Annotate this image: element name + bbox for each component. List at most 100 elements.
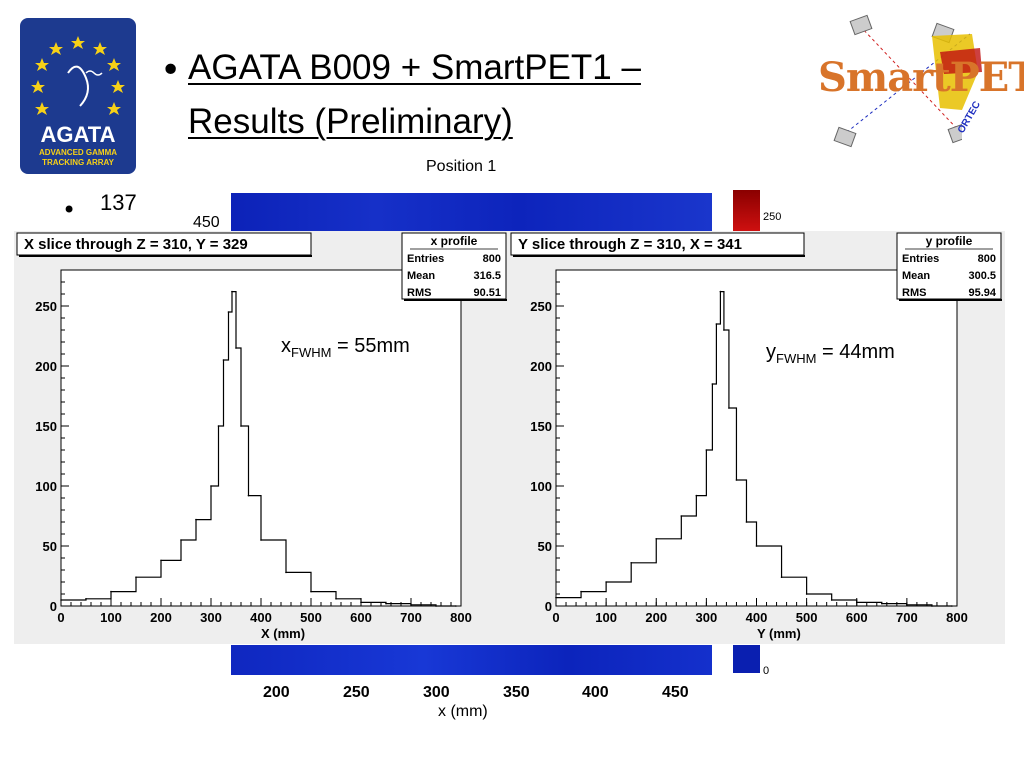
data-point (60, 599, 62, 601)
y-tick-label: 100 (35, 479, 57, 494)
data-point (805, 593, 808, 595)
data-point (951, 605, 953, 607)
data-point (705, 449, 708, 451)
stats-title: x profile (431, 234, 478, 248)
agata-logo-sub2: TRACKING ARRAY (42, 158, 114, 167)
histogram-title: X slice through Z = 310, Y = 329 (24, 236, 248, 253)
plot-area (555, 269, 958, 607)
smartpet-logo: SmartPET ORTEC (812, 12, 1024, 152)
x-tick-label: 500 (796, 610, 818, 625)
data-point (723, 329, 725, 331)
x-slice-chart: 0 50 100 150 200 250 0 100 200 300 400 500 600 700 800… (16, 232, 507, 641)
data-point (906, 604, 908, 606)
y-tick-label: 150 (530, 419, 552, 434)
data-point (222, 359, 225, 361)
x-tick-label: 300 (200, 610, 222, 625)
x-tick-label: 600 (350, 610, 372, 625)
data-point (455, 605, 457, 607)
y-tick-label: 150 (35, 419, 57, 434)
heatmap-x-tick: 200 (263, 684, 290, 701)
histogram-title: Y slice through Z = 310, X = 341 (518, 236, 742, 253)
data-point (240, 425, 242, 427)
y-tick-label: 0 (50, 599, 57, 614)
heatmap-caption: Position 1 (426, 158, 497, 175)
data-point (655, 538, 658, 540)
data-point (335, 598, 337, 600)
heatmap-x-tick: 250 (343, 684, 370, 701)
y-slice-panel: 0 50 100 150 200 250 0 100 200 300 400 500 600 700 800… (508, 231, 1005, 644)
x-tick-label: 0 (552, 610, 559, 625)
data-point (605, 581, 607, 583)
y-tick-label: 50 (538, 539, 552, 554)
data-point (385, 602, 387, 605)
x-tick-label: 700 (400, 610, 422, 625)
x-tick-label: 200 (150, 610, 172, 625)
bullet2-text: 137 (100, 190, 137, 215)
heatmap-y-tick: 450 (193, 214, 220, 231)
data-point (735, 479, 738, 481)
x-fwhm-main: x (281, 335, 291, 357)
x-tick-label: 800 (946, 610, 968, 625)
x-fwhm-label: xFWHM = 55mm (281, 335, 410, 360)
heatmap-x-tick: 350 (503, 684, 530, 701)
x-tick-label: 700 (896, 610, 918, 625)
y-slice-chart: 0 50 100 150 200 250 0 100 200 300 400 500 600 700 800… (510, 232, 1002, 641)
data-point (195, 518, 197, 521)
x-axis-label: Y (mm) (757, 626, 801, 641)
data-point (310, 590, 312, 593)
stats-value: 95.94 (968, 287, 996, 299)
y-tick-label: 250 (530, 299, 552, 314)
x-tick-label: 800 (450, 610, 472, 625)
y-tick-label: 50 (43, 539, 57, 554)
data-point (210, 485, 212, 487)
data-point (715, 323, 718, 325)
data-point (217, 425, 220, 427)
x-tick-label: 200 (645, 610, 667, 625)
heatmap-bottom-strip (231, 645, 712, 675)
y-fwhm-sub: FWHM (776, 351, 817, 366)
heatmap-x-tick: 400 (582, 684, 609, 701)
heatmap-x-tick: 450 (662, 684, 689, 701)
data-point (830, 599, 833, 601)
stats-key: RMS (407, 287, 431, 299)
x-fwhm-sub: FWHM (291, 345, 332, 360)
x-tick-label: 500 (300, 610, 322, 625)
stats-key: Mean (902, 270, 930, 282)
data-point (85, 598, 87, 600)
data-point (110, 590, 112, 593)
stats-key: Entries (902, 253, 939, 265)
data-point (755, 545, 758, 547)
data-point (410, 604, 412, 606)
data-point (180, 539, 182, 541)
data-series (556, 291, 952, 607)
stats-key: Entries (407, 253, 444, 265)
eu-stars-icon (31, 36, 125, 115)
data-point (695, 494, 698, 497)
slide-title-line1: AGATA B009 + SmartPET1 – (188, 48, 641, 87)
x-tick-label: 100 (595, 610, 617, 625)
y-tick-label: 200 (530, 359, 552, 374)
x-slice-panel: 0 50 100 150 200 250 0 100 200 300 400 500 600 700 800… (14, 231, 508, 644)
agata-logo-sub1: ADVANCED GAMMA (38, 148, 118, 157)
data-point (160, 559, 162, 562)
slide-title-line2: Results (Preliminary) (188, 102, 513, 141)
data-point (247, 494, 250, 497)
stats-value: 800 (978, 253, 996, 265)
y-fwhm-label: yFWHM = 44mm (766, 341, 895, 366)
data-point (719, 290, 722, 293)
y-fwhm-value: = 44mm (816, 341, 895, 363)
heatmap-top-strip (231, 193, 712, 231)
x-axis-label: X (mm) (261, 626, 305, 641)
y-tick-label: 0 (545, 599, 552, 614)
heatmap-x-tick: 300 (423, 684, 450, 701)
data-point (135, 576, 137, 578)
data-point (630, 562, 632, 564)
data-point (780, 576, 783, 578)
stats-box (401, 232, 507, 300)
agata-logo-name: AGATA (40, 122, 116, 147)
stats-value: 300.5 (968, 270, 996, 282)
x-tick-label: 600 (846, 610, 868, 625)
x-tick-label: 100 (100, 610, 122, 625)
data-point (728, 407, 730, 409)
stats-value: 90.51 (473, 287, 501, 299)
